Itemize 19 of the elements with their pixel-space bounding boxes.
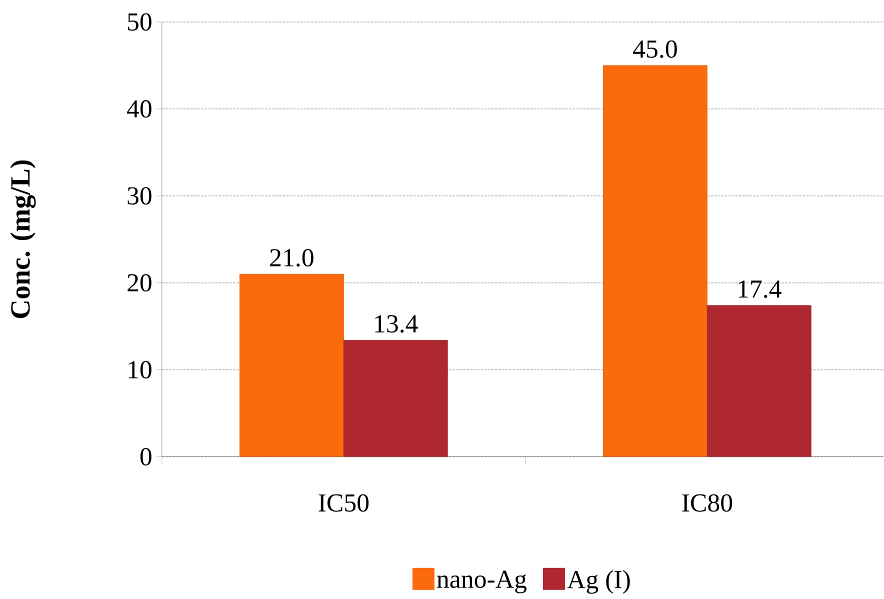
bar — [706, 305, 812, 457]
y-tick-label: 10 — [128, 361, 152, 379]
bar — [603, 65, 708, 457]
x-tick-label: IC50 — [318, 494, 369, 512]
legend-label: nano-Ag — [437, 570, 527, 594]
bar — [240, 274, 344, 457]
bar — [343, 340, 448, 457]
y-tick-label: 50 — [128, 13, 152, 31]
data-label: 13.4 — [375, 315, 418, 333]
y-tick-label: 40 — [127, 100, 152, 118]
x-tick-label: IC80 — [682, 494, 732, 512]
data-label: 45.0 — [633, 40, 677, 58]
data-label: 21.0 — [270, 249, 314, 267]
y-tick-label: 20 — [128, 274, 152, 292]
y-tick-label: 0 — [140, 448, 152, 466]
y-axis-title: Conc. (mg/L) — [10, 160, 36, 318]
y-tick-label: 30 — [128, 187, 152, 205]
data-label: 17.4 — [738, 280, 782, 298]
legend-label: Ag (I) — [567, 570, 630, 594]
